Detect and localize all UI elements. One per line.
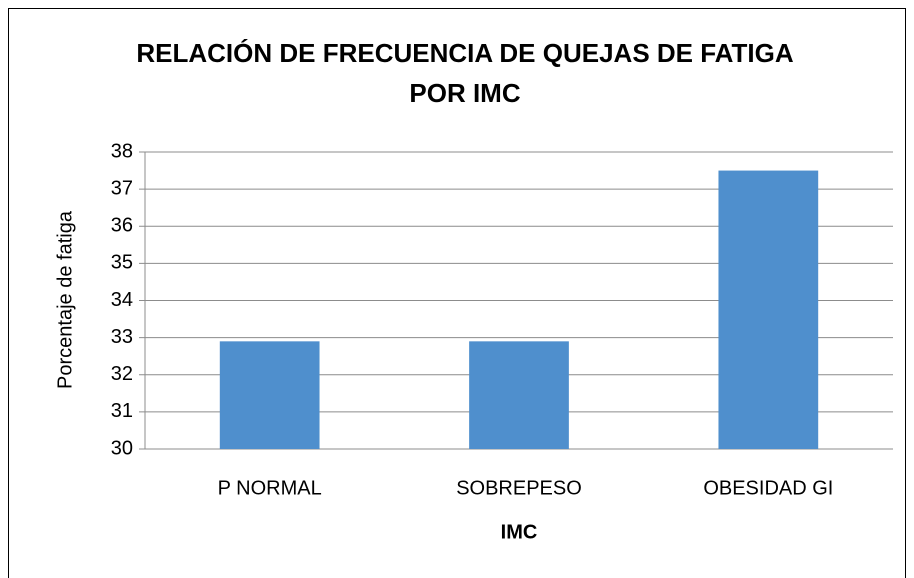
y-tick-label: 34 [111, 289, 133, 311]
x-axis-label: IMC [501, 521, 538, 543]
y-tick-label: 36 [111, 215, 133, 237]
y-tick-label: 30 [111, 437, 133, 459]
y-axis-label: Porcentaje de fatiga [54, 210, 76, 389]
y-tick-label: 32 [111, 363, 133, 385]
chart-title: POR IMC [409, 78, 520, 108]
y-tick-label: 38 [111, 140, 133, 162]
y-tick-label: 33 [111, 326, 133, 348]
y-tick-label: 31 [111, 400, 133, 422]
bar [469, 341, 569, 449]
x-tick-label: P NORMAL [218, 477, 322, 499]
bar [219, 341, 320, 449]
x-tick-label: SOBREPESO [456, 477, 582, 499]
bar [718, 170, 819, 449]
chart-title: RELACIÓN DE FRECUENCIA DE QUEJAS DE FATI… [136, 38, 793, 68]
x-tick-label: OBESIDAD GI [703, 477, 833, 499]
y-tick-label: 37 [111, 177, 133, 199]
y-tick-label: 35 [111, 252, 133, 274]
